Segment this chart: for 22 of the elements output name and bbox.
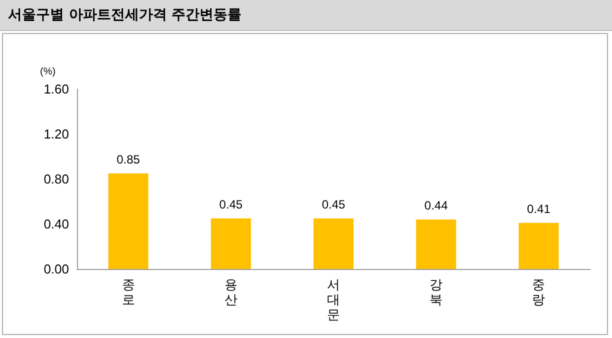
bar [210, 218, 251, 269]
x-tick-label: 종로 [122, 277, 135, 307]
y-tick-label: 1.60 [44, 82, 69, 96]
bar [314, 218, 354, 269]
y-tick-label: 1.20 [44, 126, 69, 142]
data-label: 0.41 [527, 202, 551, 216]
x-tick-label: 서대문 [327, 277, 340, 322]
x-tick-label: 용산 [224, 277, 238, 307]
y-tick-label: 0.80 [44, 172, 69, 186]
data-label: 0.85 [116, 152, 140, 166]
chart-title: 서울구별 아파트전세가격 주간변동률 [8, 6, 242, 24]
bar [108, 173, 148, 269]
y-tick-label: 0.00 [44, 262, 69, 276]
data-label: 0.45 [219, 197, 243, 212]
bar [416, 220, 456, 269]
x-tick-label: 강북 [430, 277, 443, 307]
y-tick-label: 0.40 [44, 216, 69, 232]
bar [518, 222, 559, 269]
data-label: 0.44 [424, 198, 448, 212]
x-tick-label: 중랑 [532, 277, 546, 307]
y-axis-title: (%) [40, 66, 56, 78]
data-label: 0.45 [322, 197, 346, 212]
